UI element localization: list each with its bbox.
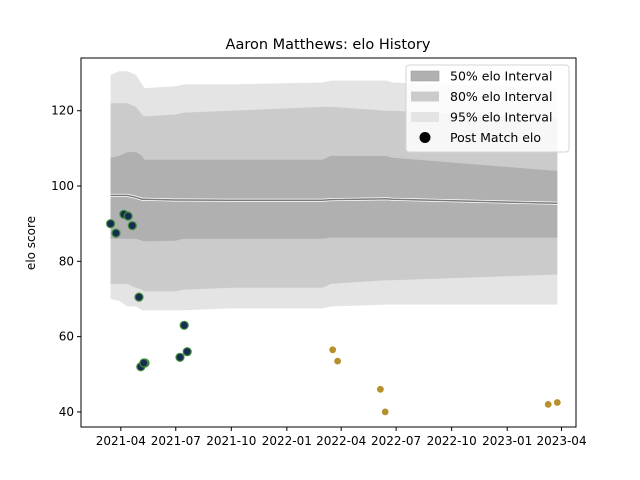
post-match-elo-point — [544, 400, 552, 408]
plot-frame — [80, 57, 577, 428]
post-match-elo-point — [123, 211, 133, 221]
x-tick-label: 2021-10 — [206, 434, 256, 448]
y-axis-label: elo score — [24, 216, 38, 270]
x-tick-label: 2022-10 — [427, 434, 477, 448]
legend-marker — [419, 132, 431, 143]
axes: 40 60 80 100 120 2021-04 2021-07 2021-10 2022-01… — [51, 57, 587, 448]
post-match-elo-point — [111, 228, 121, 238]
post-match-elo-point — [329, 346, 337, 354]
legend: 50% elo Interval 80% elo Interval 95% elo … — [405, 64, 570, 153]
post-match-elo-point — [553, 399, 561, 406]
x-tick-label: 2022-01 — [262, 434, 312, 448]
x-tick-label: 2021-07 — [151, 434, 201, 448]
legend-box — [405, 64, 570, 153]
y-tick-label: 100 — [51, 179, 74, 193]
post-match-elo-point — [381, 408, 389, 416]
x-tick-label: 2023-01 — [482, 434, 532, 448]
x-tick-label: 2023-04 — [536, 434, 586, 448]
post-match-elo-point — [376, 385, 384, 393]
x-tick-label: 2022-07 — [371, 434, 421, 448]
legend-label: Post Match elo — [450, 130, 541, 145]
legend-swatch — [411, 91, 439, 102]
y-tick-label: 80 — [59, 254, 74, 268]
band-50-interval — [110, 152, 558, 242]
post-match-elo-point — [134, 292, 144, 302]
legend-swatch — [411, 112, 439, 122]
y-tick-label: 60 — [59, 330, 74, 344]
post-match-elo-point — [334, 357, 342, 365]
legend-swatch — [410, 70, 440, 82]
y-tick-label: 120 — [51, 104, 74, 118]
x-tick-label: 2022-04 — [316, 434, 366, 448]
post-match-elo-point — [182, 347, 192, 357]
post-match-elo-point — [105, 219, 116, 229]
y-tick-label: 40 — [59, 405, 74, 419]
chart-title: Aaron Matthews: elo History — [226, 37, 431, 53]
post-match-elo-point — [179, 320, 189, 330]
legend-label: 80% elo Interval — [450, 89, 552, 104]
post-match-elo-point — [175, 352, 185, 362]
x-tick-label: 2021-04 — [96, 434, 146, 448]
post-match-elo-point — [139, 358, 149, 368]
mean-elo-line — [110, 194, 558, 205]
legend-label: 50% elo Interval — [450, 69, 552, 84]
legend-label: 95% elo Interval — [450, 110, 552, 125]
post-match-elo-point — [127, 221, 137, 231]
